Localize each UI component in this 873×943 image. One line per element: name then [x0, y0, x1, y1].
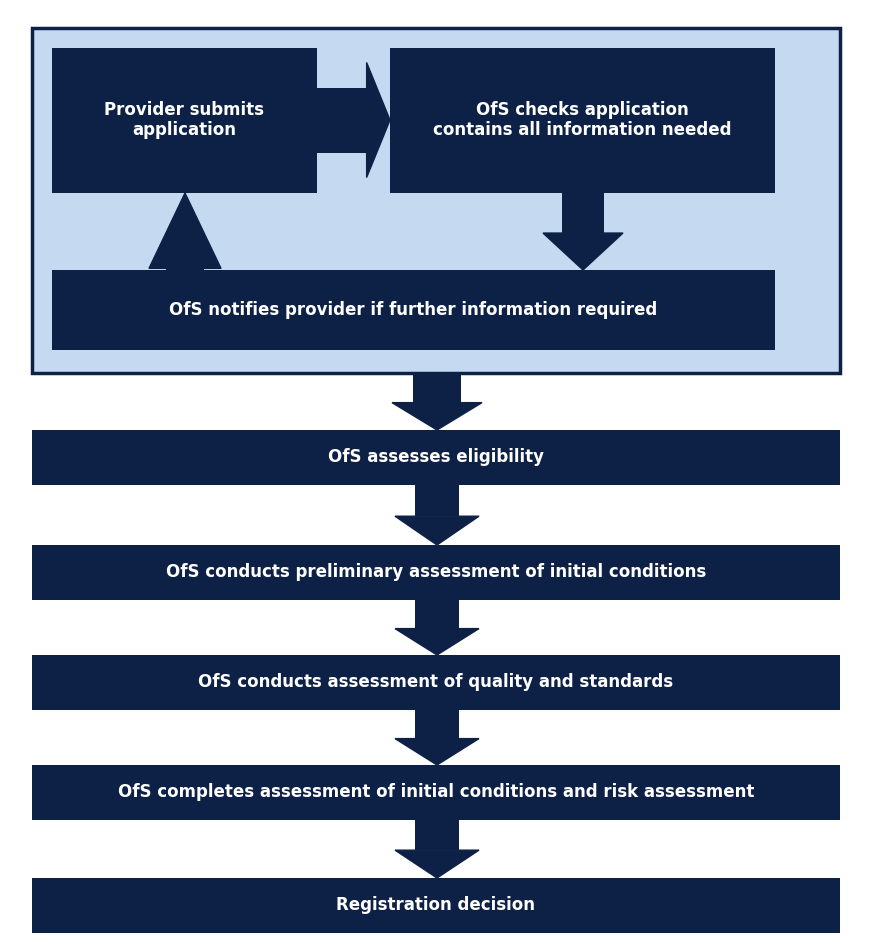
- Text: Registration decision: Registration decision: [336, 896, 535, 914]
- Bar: [32, 878, 840, 933]
- Polygon shape: [543, 233, 623, 270]
- Text: OfS notifies provider if further information required: OfS notifies provider if further informa…: [168, 301, 657, 319]
- Polygon shape: [149, 193, 221, 269]
- Bar: [52, 270, 775, 350]
- Text: OfS checks application
contains all information needed: OfS checks application contains all info…: [433, 101, 732, 140]
- Bar: [415, 820, 459, 851]
- Polygon shape: [395, 629, 479, 655]
- Text: OfS assesses eligibility: OfS assesses eligibility: [328, 448, 544, 466]
- Polygon shape: [395, 738, 479, 765]
- Text: Provider submits
application: Provider submits application: [104, 101, 264, 140]
- Bar: [415, 485, 459, 516]
- Text: OfS conducts preliminary assessment of initial conditions: OfS conducts preliminary assessment of i…: [166, 563, 706, 581]
- Bar: [413, 373, 461, 403]
- Bar: [32, 545, 840, 600]
- Bar: [166, 269, 204, 350]
- Bar: [390, 48, 775, 193]
- Bar: [415, 600, 459, 629]
- Polygon shape: [367, 62, 390, 177]
- Polygon shape: [392, 403, 482, 430]
- Bar: [52, 48, 317, 193]
- Bar: [562, 193, 604, 233]
- Text: OfS conducts assessment of quality and standards: OfS conducts assessment of quality and s…: [198, 673, 674, 691]
- Polygon shape: [395, 516, 479, 545]
- Bar: [415, 710, 459, 738]
- Bar: [32, 655, 840, 710]
- Bar: [32, 430, 840, 485]
- Text: OfS completes assessment of initial conditions and risk assessment: OfS completes assessment of initial cond…: [118, 783, 754, 801]
- Bar: [317, 88, 367, 153]
- Bar: [32, 28, 840, 373]
- Polygon shape: [395, 851, 479, 878]
- Bar: [32, 765, 840, 820]
